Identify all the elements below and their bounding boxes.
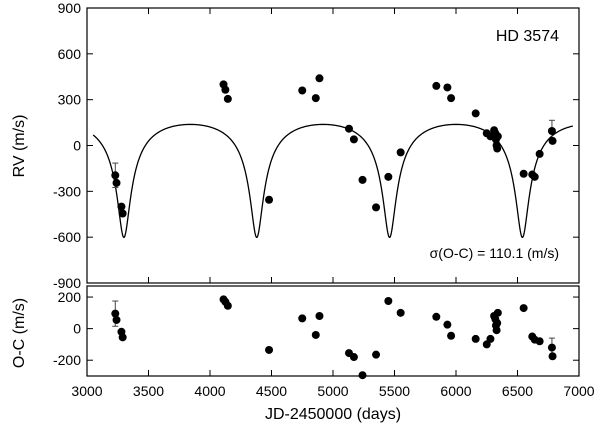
oc-y-tick-label: 200 — [58, 289, 82, 305]
rv-data-point — [223, 94, 232, 103]
oc-residual-point — [298, 314, 307, 323]
rv-data-point — [396, 148, 405, 157]
rv-data-point — [112, 178, 121, 187]
rv-axis-label: RV (m/s) — [11, 115, 28, 178]
x-tick-label: 6000 — [440, 383, 471, 399]
oc-residual-point — [493, 308, 502, 317]
oc-residual-point — [349, 353, 358, 362]
x-tick-label: 3500 — [133, 383, 164, 399]
oc-panel-frame — [86, 285, 580, 377]
rv-data-point — [118, 209, 127, 218]
rv-y-tick-label: -900 — [53, 275, 81, 291]
rv-y-tick-label: 0 — [73, 138, 81, 154]
oc-residual-point — [535, 337, 544, 346]
rv-data-point — [493, 144, 502, 153]
rv-data-point — [548, 136, 557, 145]
oc-residual-point — [311, 330, 320, 339]
model-curve-group — [92, 123, 573, 239]
rv-y-tick-label: 600 — [58, 46, 82, 62]
rv-data-point — [344, 124, 353, 133]
oc-residual-point — [315, 312, 324, 320]
oc-residual-point — [493, 319, 502, 328]
x-tick-label: 4000 — [194, 383, 225, 399]
oc-residual-point — [548, 352, 557, 361]
oc-residual-point — [443, 320, 452, 329]
oc-y-tick-label: 0 — [73, 321, 81, 337]
oc-residual-point — [223, 301, 232, 310]
rv-y-tick-label: -600 — [53, 229, 81, 245]
x-tick-label: 6500 — [502, 383, 533, 399]
sigma-annotation: σ(O-C) = 110.1 (m/s) — [430, 245, 559, 261]
rv-y-tick-label: 900 — [58, 0, 82, 16]
keplerian-fit-curve — [92, 123, 573, 239]
oc-residual-point — [118, 333, 127, 342]
rv-data-point — [111, 171, 120, 180]
star-name-label: HD 3574 — [496, 28, 559, 45]
oc-axis-label: O-C (m/s) — [11, 298, 28, 368]
x-tick-label: 4500 — [256, 383, 287, 399]
rv-data-point — [547, 126, 556, 135]
axes-group: -900 -600 -300 0 300 600 900 -200 0 200 3000 3500 40… — [53, 0, 595, 399]
oc-residual-point — [396, 308, 405, 317]
rv-data-point — [535, 149, 544, 158]
rv-data-point — [117, 202, 126, 211]
oc-residual-point — [384, 297, 393, 305]
x-tick-label: 7000 — [563, 383, 594, 399]
rv-data-point — [432, 81, 441, 90]
rv-data-point — [372, 203, 381, 212]
rv-data-point — [221, 85, 230, 94]
oc-residual-point — [519, 304, 528, 313]
rv-data-point — [519, 169, 528, 178]
x-axis-label: JD-2450000 (days) — [265, 406, 401, 423]
rv-panel-frame — [86, 7, 580, 284]
oc-residual-point — [486, 334, 495, 343]
rv-data-point — [358, 175, 367, 184]
oc-residual-point — [432, 312, 441, 321]
rv-data-point — [298, 86, 307, 95]
oc-residual-point — [358, 371, 367, 380]
rv-y-tick-label: -300 — [53, 183, 81, 199]
oc-residual-point — [111, 309, 120, 318]
x-tick-label: 3000 — [71, 383, 102, 399]
oc-y-tick-label: -200 — [53, 352, 81, 368]
rv-data-point — [493, 132, 502, 141]
oc-residual-point — [471, 334, 480, 343]
rv-data-point — [315, 74, 324, 83]
rv-data-point — [443, 83, 452, 92]
rv-data-point — [349, 135, 358, 144]
x-tick-label: 5000 — [317, 383, 348, 399]
rv-data-point — [311, 94, 320, 103]
rv-y-tick-label: 300 — [58, 92, 82, 108]
rv-data-point — [384, 172, 393, 181]
oc-residual-point — [265, 345, 274, 354]
rv-data-point — [530, 172, 539, 181]
rv-data-point — [265, 195, 274, 204]
oc-residual-point — [547, 343, 556, 352]
oc-residual-point — [112, 315, 121, 324]
x-tick-label: 5500 — [379, 383, 410, 399]
oc-residual-point — [492, 326, 501, 335]
oc-residual-point — [447, 331, 456, 340]
oc-residual-point — [372, 350, 381, 359]
rv-data-point — [471, 109, 480, 118]
rv-data-point — [447, 94, 456, 103]
data-points-group — [111, 74, 557, 380]
